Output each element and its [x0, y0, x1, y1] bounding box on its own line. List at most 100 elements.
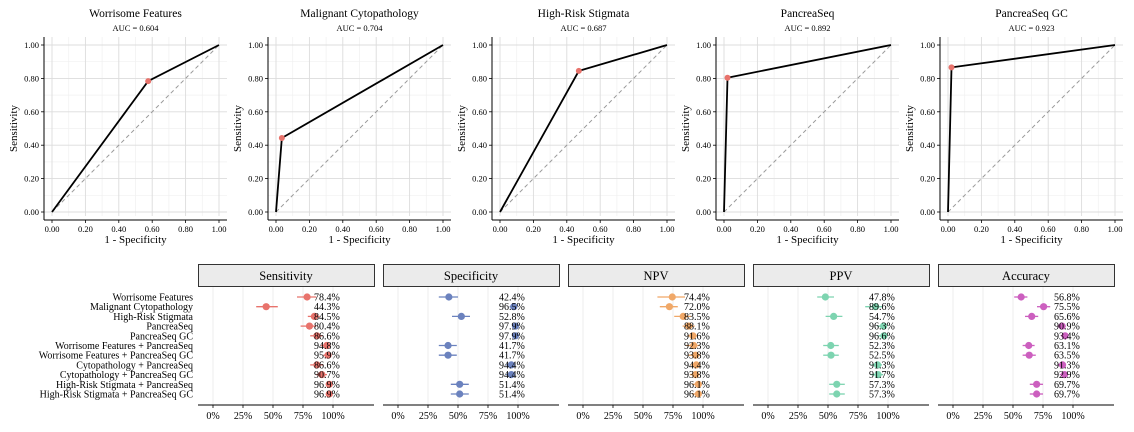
facet-strip	[568, 264, 745, 287]
forest-row-label: Cytopathology + PancreaSeq GC	[60, 370, 193, 381]
data-point	[262, 303, 270, 311]
roc-auc-label: AUC = 0.704	[336, 23, 383, 33]
forest-x-tick-label: 50%	[264, 411, 282, 422]
roc-y-tick-label: 1.00	[920, 40, 935, 50]
roc-operating-point	[948, 64, 955, 71]
roc-operating-point	[575, 67, 582, 74]
forest-x-tick-label: 25%	[234, 411, 252, 422]
roc-x-tick-label: 0.80	[850, 224, 865, 234]
data-point	[511, 322, 520, 330]
value-label: 91.3%	[869, 360, 895, 371]
value-label: 94.4%	[499, 360, 525, 371]
data-point	[690, 341, 698, 350]
roc-x-tick-label: 0.20	[302, 224, 317, 234]
forest-x-tick-label: 100%	[506, 411, 529, 422]
forest-x-tick-label: 75%	[849, 411, 867, 422]
roc-y-tick-label: 0.20	[248, 174, 263, 184]
data-point	[507, 361, 515, 369]
value-label: 65.6%	[1054, 312, 1080, 323]
roc-y-tick-label: 0.20	[920, 174, 935, 184]
roc-title: High-Risk Stigmata	[538, 8, 630, 20]
data-point	[511, 332, 520, 340]
data-point	[324, 351, 332, 359]
roc-x-axis-label: 1 - Specificity	[328, 234, 391, 246]
value-label: 74.4%	[684, 293, 710, 304]
value-label: 72.0%	[684, 302, 710, 313]
data-point	[685, 322, 693, 330]
roc-y-tick-label: 0.20	[24, 174, 39, 184]
roc-y-axis-label: Sensitivity	[8, 104, 20, 152]
roc-panel-4: 0.00 0.20 0.40 0.60 0.80 1.00 0.00 0.20 0.40 0.60…	[680, 8, 899, 246]
roc-y-tick-label: 0.60	[696, 107, 711, 117]
roc-y-tick-label: 0.60	[920, 107, 935, 117]
value-label: 69.7%	[1054, 390, 1080, 401]
value-label: 96.6%	[869, 331, 895, 342]
value-label: 63.1%	[1054, 341, 1080, 352]
value-label: 96.1%	[684, 380, 710, 391]
data-point	[1058, 361, 1067, 369]
data-point	[1028, 312, 1036, 320]
value-label: 88.1%	[684, 322, 710, 333]
value-label: 57.3%	[869, 390, 895, 401]
data-point	[665, 303, 674, 311]
roc-y-tick-label: 0.20	[472, 174, 487, 184]
roc-x-tick-label: 0.00	[269, 224, 284, 234]
facet-strip-label: Accuracy	[1002, 269, 1051, 283]
data-point	[827, 341, 835, 350]
value-label: 42.4%	[499, 293, 525, 304]
roc-x-tick-label: 1.00	[660, 224, 675, 234]
value-label: 47.8%	[869, 293, 895, 304]
facet-strip	[753, 264, 930, 287]
value-label: 52.5%	[869, 351, 895, 362]
data-point	[323, 341, 331, 350]
roc-x-axis-label: 1 - Specificity	[104, 234, 167, 246]
data-point	[1025, 341, 1033, 350]
forest-row-label: Worrisome Features + PancreaSeq GC	[39, 351, 194, 362]
roc-panel-2: 0.00 0.20 0.40 0.60 0.80 1.00 0.00 0.20 0.40 0.60…	[232, 8, 451, 246]
forest-x-tick-label: 25%	[974, 411, 992, 422]
data-point	[679, 312, 687, 320]
forest-x-tick-label: 0%	[576, 411, 589, 422]
forest-x-tick-label: 50%	[634, 411, 652, 422]
data-point	[1033, 390, 1041, 398]
value-label: 96.9%	[314, 390, 340, 401]
roc-x-tick-label: 0.40	[559, 224, 574, 234]
roc-x-tick-label: 0.80	[402, 224, 417, 234]
roc-x-tick-label: 0.20	[78, 224, 93, 234]
forest-row-label: Worrisome Features	[112, 293, 193, 304]
roc-y-axis-label: Sensitivity	[456, 104, 468, 152]
data-point	[1060, 371, 1069, 379]
roc-x-tick-label: 0.60	[817, 224, 832, 234]
data-point	[1033, 380, 1041, 388]
roc-title: Worrisome Features	[89, 8, 182, 20]
value-label: 96.9%	[314, 380, 340, 391]
roc-x-tick-label: 0.40	[335, 224, 350, 234]
facet-strip-label: NPV	[643, 269, 668, 283]
value-label: 75.5%	[1054, 302, 1080, 313]
forest-x-tick-label: 0%	[391, 411, 404, 422]
value-label: 57.3%	[869, 380, 895, 391]
roc-y-tick-label: 0.40	[248, 140, 263, 150]
forest-x-tick-label: 75%	[1034, 411, 1052, 422]
facet-strip-label: Sensitivity	[259, 269, 313, 283]
data-point	[689, 332, 697, 340]
value-label: 96.1%	[684, 390, 710, 401]
data-point	[445, 293, 453, 301]
forest-row-label: Malignant Cytopathology	[90, 302, 193, 313]
data-point	[821, 293, 829, 301]
roc-operating-point	[145, 78, 152, 85]
roc-x-tick-label: 0.80	[1074, 224, 1089, 234]
roc-y-tick-label: 0.40	[24, 140, 39, 150]
value-label: 69.7%	[1054, 380, 1080, 391]
data-point	[874, 371, 882, 379]
value-label: 93.4%	[1054, 331, 1080, 342]
value-label: 56.8%	[1054, 293, 1080, 304]
roc-reference-diagonal	[499, 44, 668, 213]
roc-x-tick-label: 0.60	[369, 224, 384, 234]
roc-panel-3: 0.00 0.20 0.40 0.60 0.80 1.00 0.00 0.20 0.40 0.60…	[456, 8, 675, 246]
forest-x-tick-label: 50%	[449, 411, 467, 422]
value-label: 44.3%	[314, 302, 340, 313]
value-label: 54.7%	[869, 312, 895, 323]
roc-y-tick-label: 0.00	[248, 207, 263, 217]
roc-y-tick-label: 0.00	[24, 207, 39, 217]
